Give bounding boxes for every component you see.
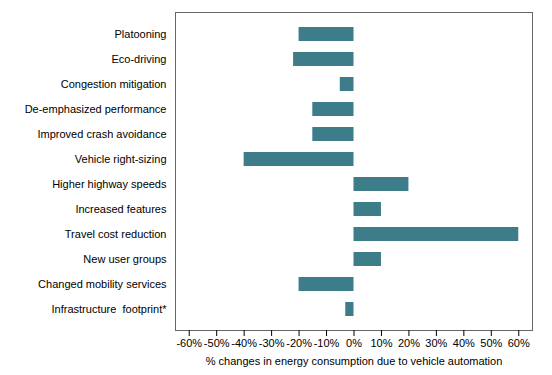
svg-text:30%: 30% [425, 337, 447, 349]
svg-text:New user groups: New user groups [83, 253, 167, 265]
svg-text:Increased features: Increased features [75, 203, 167, 215]
svg-text:20%: 20% [398, 337, 420, 349]
svg-text:-10%: -10% [314, 337, 340, 349]
svg-text:10%: 10% [370, 337, 392, 349]
svg-text:50%: 50% [480, 337, 502, 349]
svg-text:Infrastructure footprint*: Infrastructure footprint* [52, 303, 168, 315]
svg-text:Congestion mitigation: Congestion mitigation [61, 78, 167, 90]
svg-text:-40%: -40% [231, 337, 257, 349]
svg-text:Vehicle right-sizing: Vehicle right-sizing [75, 153, 167, 165]
svg-text:% changes in energy consumptio: % changes in energy consumption due to v… [206, 355, 503, 367]
svg-text:Travel cost reduction: Travel cost reduction [65, 228, 167, 240]
svg-text:0%: 0% [346, 337, 362, 349]
svg-text:Eco-driving: Eco-driving [111, 53, 166, 65]
svg-text:-30%: -30% [259, 337, 285, 349]
svg-text:Changed mobility services: Changed mobility services [38, 278, 167, 290]
svg-text:-50%: -50% [204, 337, 230, 349]
svg-text:Improved crash avoidance: Improved crash avoidance [37, 128, 166, 140]
svg-text:-60%: -60% [176, 337, 202, 349]
svg-text:40%: 40% [453, 337, 475, 349]
svg-text:De-emphasized performance: De-emphasized performance [25, 103, 167, 115]
svg-text:Platooning: Platooning [115, 28, 167, 40]
svg-text:-20%: -20% [286, 337, 312, 349]
svg-text:Higher highway speeds: Higher highway speeds [52, 178, 167, 190]
svg-text:60%: 60% [508, 337, 530, 349]
